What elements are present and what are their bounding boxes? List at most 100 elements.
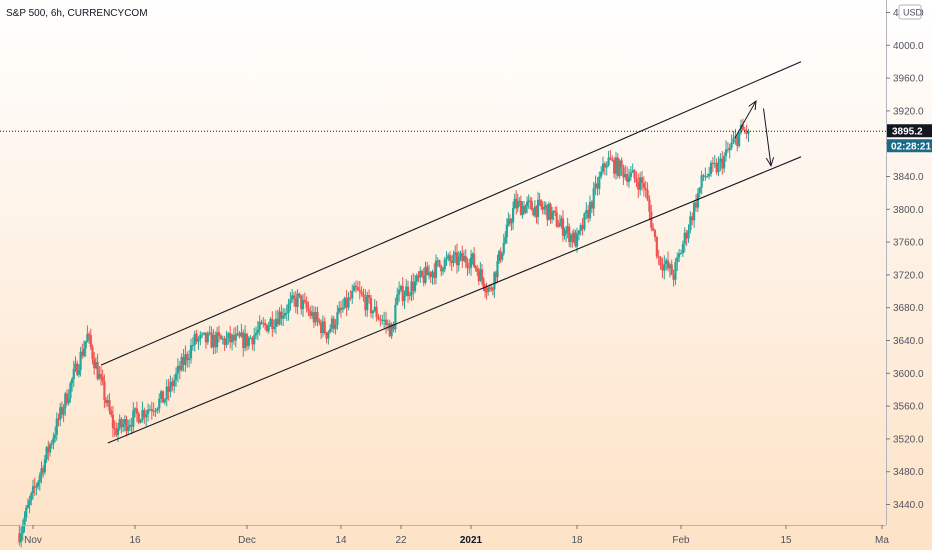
candle-body bbox=[116, 428, 120, 435]
price-tick-label: 3960.0 bbox=[893, 74, 924, 85]
candle-body bbox=[417, 275, 420, 278]
candle-body bbox=[563, 233, 566, 236]
candle-body bbox=[485, 291, 488, 293]
candle-body bbox=[468, 267, 471, 269]
channel-upper-line[interactable] bbox=[100, 61, 802, 366]
currency-button[interactable]: USD bbox=[898, 4, 923, 20]
candle-body bbox=[511, 208, 515, 223]
candle-body bbox=[516, 201, 519, 209]
channel-lower-line[interactable] bbox=[107, 156, 802, 444]
candle-body bbox=[62, 408, 65, 415]
candle-body bbox=[571, 234, 574, 242]
candle-body bbox=[156, 408, 159, 411]
candle-body bbox=[271, 318, 274, 329]
candle-body bbox=[743, 129, 746, 131]
candle-body bbox=[141, 410, 144, 421]
candle-body bbox=[25, 507, 28, 518]
candle-body bbox=[433, 271, 436, 278]
candle-body bbox=[687, 229, 690, 239]
candle-body bbox=[23, 517, 26, 527]
candle-body bbox=[278, 311, 281, 325]
candle-body bbox=[600, 171, 603, 177]
candle-body bbox=[616, 157, 619, 176]
candle-body bbox=[618, 160, 621, 176]
candle-body bbox=[487, 287, 490, 292]
candle-body bbox=[590, 201, 593, 209]
candle-body bbox=[410, 281, 413, 296]
candle-body bbox=[723, 155, 726, 169]
candle-body bbox=[659, 257, 662, 266]
candle-body bbox=[526, 201, 529, 207]
candle-body bbox=[152, 410, 155, 412]
candle-body bbox=[522, 205, 526, 213]
candle-body bbox=[262, 323, 265, 325]
candle-body bbox=[334, 324, 337, 329]
candle-body bbox=[683, 232, 686, 245]
candle-body bbox=[717, 162, 720, 173]
candle-body bbox=[120, 419, 123, 427]
candle-body bbox=[585, 209, 588, 214]
candle-body bbox=[736, 136, 739, 146]
candle-body bbox=[568, 226, 571, 242]
candle-body bbox=[330, 318, 334, 329]
projection-arrow-up[interactable] bbox=[734, 100, 757, 139]
candle-body bbox=[700, 175, 703, 188]
candle-body bbox=[247, 337, 250, 346]
candle-body bbox=[505, 224, 508, 238]
candle-body bbox=[21, 526, 24, 534]
candle-body bbox=[312, 312, 315, 323]
candle-body bbox=[349, 297, 352, 299]
candle-body bbox=[631, 170, 634, 173]
candle-body bbox=[310, 312, 314, 316]
candle-body bbox=[60, 407, 63, 415]
candle-body bbox=[719, 158, 722, 163]
candle-body bbox=[655, 237, 658, 257]
candle-body bbox=[473, 253, 476, 267]
candle-body bbox=[601, 163, 605, 172]
candle-body bbox=[388, 323, 391, 337]
candle-body bbox=[193, 333, 196, 346]
candle-body bbox=[254, 332, 258, 336]
candle-body bbox=[146, 409, 150, 415]
drawings-layer[interactable] bbox=[100, 61, 802, 444]
candle-body bbox=[94, 362, 97, 369]
candle-body bbox=[379, 319, 382, 321]
candle-body bbox=[79, 351, 82, 370]
candle-body bbox=[263, 323, 267, 326]
projection-arrow-down[interactable] bbox=[763, 108, 772, 166]
candle-body bbox=[440, 265, 443, 272]
candle-body bbox=[167, 386, 170, 392]
candle-body bbox=[347, 297, 350, 308]
candle-body bbox=[560, 218, 563, 223]
candle-body bbox=[482, 278, 485, 287]
candle-body bbox=[477, 271, 480, 281]
candle-body bbox=[307, 308, 310, 312]
candle-body bbox=[399, 286, 403, 290]
candle-body bbox=[251, 337, 254, 345]
price-axis[interactable]: 4040.04000.03960.03920.03880.03840.03800… bbox=[886, 8, 924, 511]
candle-body bbox=[59, 407, 62, 420]
candle-body bbox=[436, 260, 439, 262]
candle-body bbox=[201, 333, 204, 335]
candle-body bbox=[637, 182, 640, 190]
candle-body bbox=[223, 338, 226, 345]
candle-body bbox=[499, 251, 502, 260]
candle-body bbox=[566, 226, 569, 231]
candle-body bbox=[698, 187, 701, 194]
time-axis[interactable]: Nov 16 Dec 14 22 2021 18 Feb 15 Ma bbox=[24, 525, 889, 546]
price-tick-label: 3640.0 bbox=[893, 336, 924, 347]
candle-body bbox=[709, 162, 713, 174]
candle-body bbox=[69, 383, 72, 399]
candle-body bbox=[494, 272, 498, 278]
chart-title: S&P 500, 6h, CURRENCYCOM bbox=[6, 8, 148, 19]
candle-body bbox=[67, 398, 70, 404]
candle-body bbox=[431, 271, 434, 278]
candle-body bbox=[289, 299, 292, 304]
time-tick-label: Dec bbox=[238, 535, 256, 546]
candle-body bbox=[696, 193, 699, 208]
candle-body bbox=[283, 313, 287, 316]
candle-body bbox=[403, 295, 406, 302]
candle-body bbox=[208, 332, 211, 334]
candle-body bbox=[321, 321, 325, 334]
